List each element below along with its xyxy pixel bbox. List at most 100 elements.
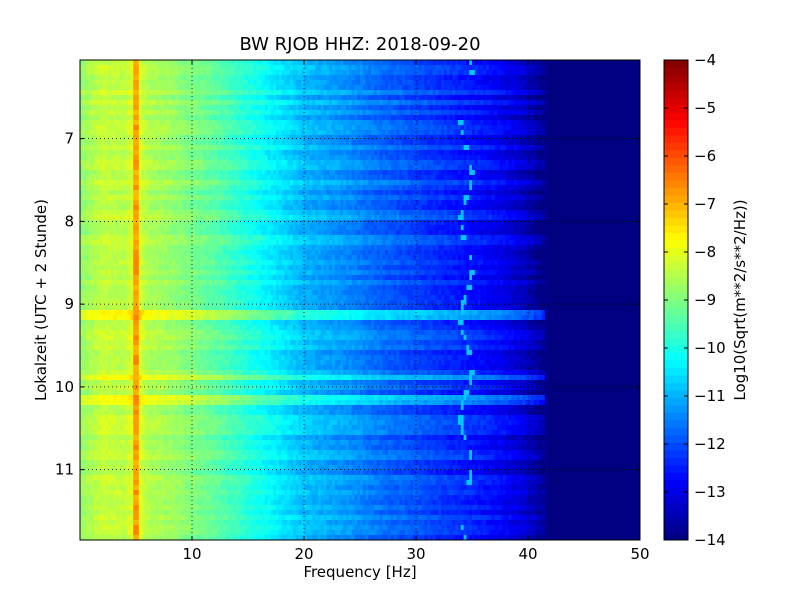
heatmap-cell bbox=[156, 165, 159, 170]
heatmap-cell bbox=[83, 120, 86, 125]
heatmap-cell bbox=[506, 155, 509, 160]
heatmap-cell bbox=[178, 165, 181, 170]
heatmap-cell bbox=[483, 95, 486, 100]
heatmap-cell bbox=[97, 165, 100, 170]
heatmap-cell bbox=[100, 85, 103, 90]
heatmap-cell bbox=[410, 110, 413, 115]
heatmap-cell bbox=[223, 180, 226, 185]
heatmap-cell bbox=[489, 165, 492, 170]
heatmap-cell bbox=[368, 140, 371, 145]
heatmap-cell bbox=[114, 95, 117, 100]
heatmap-cell bbox=[508, 90, 511, 95]
heatmap-cell bbox=[248, 180, 251, 185]
heatmap-cell bbox=[380, 105, 383, 110]
heatmap-cell bbox=[111, 100, 114, 105]
heatmap-cell bbox=[500, 135, 503, 140]
heatmap-cell bbox=[357, 165, 360, 170]
heatmap-cell bbox=[212, 115, 215, 120]
heatmap-cell bbox=[391, 120, 394, 125]
heatmap-cell bbox=[363, 95, 366, 100]
heatmap-cell bbox=[125, 130, 128, 135]
heatmap-cell bbox=[508, 65, 511, 70]
heatmap-cell bbox=[150, 105, 153, 110]
heatmap-cell bbox=[500, 125, 503, 130]
heatmap-cell bbox=[203, 90, 206, 95]
heatmap-cell bbox=[494, 100, 497, 105]
heatmap-cell bbox=[178, 80, 181, 85]
heatmap-cell bbox=[626, 110, 629, 115]
heatmap-cell bbox=[469, 170, 472, 175]
heatmap-cell bbox=[114, 105, 117, 110]
heatmap-cell bbox=[122, 100, 125, 105]
heatmap-cell bbox=[192, 115, 195, 120]
heatmap-cell bbox=[464, 115, 467, 120]
heatmap-cell bbox=[464, 110, 467, 115]
heatmap-cell bbox=[156, 100, 159, 105]
heatmap-cell bbox=[298, 140, 301, 145]
heatmap-cell bbox=[483, 150, 486, 155]
heatmap-cell bbox=[212, 145, 215, 150]
heatmap-cell bbox=[508, 95, 511, 100]
heatmap-cell bbox=[251, 120, 254, 125]
heatmap-cell bbox=[304, 65, 307, 70]
heatmap-cell bbox=[548, 170, 551, 175]
heatmap-cell bbox=[332, 145, 335, 150]
heatmap-cell bbox=[298, 165, 301, 170]
heatmap-cell bbox=[424, 160, 427, 165]
heatmap-cell bbox=[408, 145, 411, 150]
heatmap-cell bbox=[570, 100, 573, 105]
heatmap-cell bbox=[382, 180, 385, 185]
heatmap-cell bbox=[167, 160, 170, 165]
heatmap-cell bbox=[156, 60, 159, 65]
heatmap-cell bbox=[559, 115, 562, 120]
heatmap-cell bbox=[368, 125, 371, 130]
heatmap-cell bbox=[111, 95, 114, 100]
heatmap-cell bbox=[170, 95, 173, 100]
heatmap-cell bbox=[240, 135, 243, 140]
heatmap-cell bbox=[466, 85, 469, 90]
heatmap-cell bbox=[416, 75, 419, 80]
heatmap-cell bbox=[382, 130, 385, 135]
heatmap-cell bbox=[256, 155, 259, 160]
heatmap-cell bbox=[119, 70, 122, 75]
heatmap-cell bbox=[584, 155, 587, 160]
heatmap-cell bbox=[576, 155, 579, 160]
heatmap-cell bbox=[570, 110, 573, 115]
heatmap-cell bbox=[366, 160, 369, 165]
heatmap-cell bbox=[578, 100, 581, 105]
heatmap-cell bbox=[100, 65, 103, 70]
heatmap-cell bbox=[83, 125, 86, 130]
heatmap-cell bbox=[472, 85, 475, 90]
heatmap-cell bbox=[581, 135, 584, 140]
heatmap-cell bbox=[111, 145, 114, 150]
heatmap-cell bbox=[329, 90, 332, 95]
heatmap-cell bbox=[116, 180, 119, 185]
heatmap-cell bbox=[410, 140, 413, 145]
heatmap-cell bbox=[598, 100, 601, 105]
heatmap-cell bbox=[620, 120, 623, 125]
heatmap-cell bbox=[181, 145, 184, 150]
heatmap-cell bbox=[601, 105, 604, 110]
heatmap-cell bbox=[133, 140, 136, 145]
heatmap-cell bbox=[492, 160, 495, 165]
heatmap-cell bbox=[220, 80, 223, 85]
heatmap-cell bbox=[601, 155, 604, 160]
heatmap-cell bbox=[111, 175, 114, 180]
heatmap-cell bbox=[548, 85, 551, 90]
heatmap-cell bbox=[458, 150, 461, 155]
heatmap-cell bbox=[346, 165, 349, 170]
heatmap-cell bbox=[290, 145, 293, 150]
heatmap-cell bbox=[130, 175, 133, 180]
heatmap-cell bbox=[598, 165, 601, 170]
heatmap-cell bbox=[329, 180, 332, 185]
heatmap-cell bbox=[265, 60, 268, 65]
heatmap-cell bbox=[91, 95, 94, 100]
heatmap-cell bbox=[234, 100, 237, 105]
heatmap-cell bbox=[189, 105, 192, 110]
heatmap-cell bbox=[321, 75, 324, 80]
heatmap-cell bbox=[522, 90, 525, 95]
heatmap-cell bbox=[371, 120, 374, 125]
heatmap-cell bbox=[396, 180, 399, 185]
heatmap-cell bbox=[522, 175, 525, 180]
heatmap-cell bbox=[374, 145, 377, 150]
